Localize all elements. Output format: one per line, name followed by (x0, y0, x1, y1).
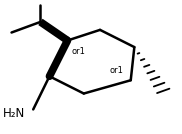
Text: H₂N: H₂N (3, 107, 25, 120)
Text: or1: or1 (71, 47, 85, 56)
Text: or1: or1 (109, 66, 123, 75)
